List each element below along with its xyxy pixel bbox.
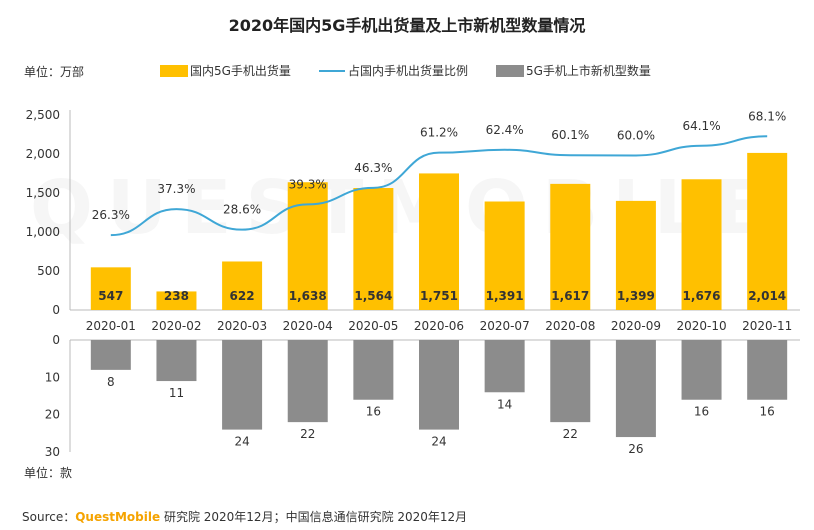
shipment-value-label: 2,014: [748, 289, 786, 303]
x-category-label: 2020-06: [414, 319, 464, 333]
model-count-bar: [615, 340, 656, 438]
model-count-bar: [484, 340, 525, 393]
share-value-label: 46.3%: [354, 161, 392, 175]
source-brand: QuestMobile: [75, 510, 161, 524]
model-count-label: 8: [107, 375, 115, 389]
x-category-label: 2020-09: [611, 319, 661, 333]
chart-title: 2020年国内5G手机出货量及上市新机型数量情况: [228, 16, 586, 35]
shipment-value-label: 547: [98, 289, 123, 303]
model-count-label: 24: [234, 435, 249, 449]
shipment-value-label: 1,751: [420, 289, 458, 303]
shipment-value-label: 1,676: [683, 289, 721, 303]
shipment-bar: [484, 201, 525, 310]
x-category-label: 2020-05: [348, 319, 398, 333]
top-y-tick-label: 0: [52, 303, 60, 317]
top-y-tick-label: 1,000: [26, 225, 60, 239]
source-rest: 研究院 2020年12月；中国信息通信研究院 2020年12月: [160, 510, 468, 524]
shipment-bar: [156, 291, 197, 310]
legend-item-share: 占国内手机出货量比例: [318, 62, 468, 79]
share-value-label: 64.1%: [682, 119, 720, 133]
model-count-bar: [90, 340, 131, 370]
share-value-label: 68.1%: [748, 109, 786, 123]
bottom-y-tick-label: 10: [45, 370, 60, 384]
x-category-label: 2020-04: [283, 319, 333, 333]
model-count-label: 14: [497, 397, 512, 411]
model-count-label: 26: [628, 442, 643, 456]
top-y-tick-label: 500: [37, 264, 60, 278]
model-count-label: 24: [431, 435, 446, 449]
model-count-label: 16: [366, 405, 381, 419]
model-count-label: 16: [694, 405, 709, 419]
shipment-value-label: 1,399: [617, 289, 655, 303]
share-value-label: 37.3%: [157, 182, 195, 196]
x-category-label: 2020-10: [676, 319, 726, 333]
model-count-label: 22: [300, 427, 315, 441]
x-category-label: 2020-02: [151, 319, 201, 333]
shipment-value-label: 1,391: [486, 289, 524, 303]
legend-label-models: 5G手机上市新机型数量: [525, 64, 651, 78]
bottom-unit-label: 单位：款: [24, 466, 73, 480]
shipment-value-label: 1,564: [354, 289, 392, 303]
share-line: [110, 135, 768, 237]
model-count-bar: [681, 340, 722, 400]
model-count-bar: [419, 340, 459, 430]
shipment-bar: [681, 179, 722, 310]
shipment-bar: [222, 261, 263, 310]
model-count-bar: [222, 340, 263, 430]
legend: 国内5G手机出货量 占国内手机出货量比例 5G手机上市新机型数量: [160, 62, 679, 79]
shipment-value-label: 238: [164, 289, 189, 303]
shipment-value-label: 622: [230, 289, 255, 303]
legend-label-shipments: 国内5G手机出货量: [190, 64, 291, 78]
legend-label-share: 占国内手机出货量比例: [347, 64, 468, 78]
x-category-label: 2020-07: [480, 319, 530, 333]
top-y-tick-label: 1,500: [26, 186, 60, 200]
top-y-tick-label: 2,500: [26, 108, 60, 122]
model-count-label: 11: [169, 386, 184, 400]
model-count-bar: [287, 340, 328, 423]
model-count-label: 22: [563, 427, 578, 441]
legend-swatch-share: [318, 69, 345, 72]
shipment-bar: [353, 188, 394, 310]
shipment-bar: [90, 267, 131, 310]
bottom-y-tick-label: 20: [45, 408, 60, 422]
model-count-bar: [353, 340, 394, 400]
share-value-label: 62.4%: [486, 123, 524, 137]
bottom-y-tick-label: 30: [45, 445, 60, 459]
top-y-tick-label: 2,000: [26, 147, 60, 161]
top-unit-label: 单位：万部: [24, 65, 85, 79]
x-category-label: 2020-11: [742, 319, 792, 333]
shipment-bar: [550, 183, 591, 310]
share-value-label: 28.6%: [223, 203, 261, 217]
source-prefix: Source：: [22, 510, 76, 524]
model-count-bar: [550, 340, 591, 423]
share-value-label: 60.1%: [551, 128, 589, 142]
model-count-bar: [747, 340, 788, 400]
share-value-label: 26.3%: [92, 208, 130, 222]
x-category-label: 2020-03: [217, 319, 267, 333]
legend-swatch-models: [495, 64, 524, 77]
x-category-label: 2020-08: [545, 319, 595, 333]
source-note: Source：QuestMobile 研究院 2020年12月；中国信息通信研究…: [22, 508, 467, 525]
share-value-label: 61.2%: [420, 126, 458, 140]
shipment-value-label: 1,617: [551, 289, 589, 303]
legend-item-models: 5G手机上市新机型数量: [495, 62, 651, 79]
legend-swatch-shipments: [160, 64, 188, 77]
share-value-label: 60.0%: [617, 128, 655, 142]
shipment-value-label: 1,638: [289, 289, 327, 303]
model-count-bar: [156, 340, 197, 382]
shipment-bar: [419, 173, 459, 310]
legend-item-shipments: 国内5G手机出货量: [160, 62, 291, 79]
x-category-label: 2020-01: [86, 319, 136, 333]
shipment-bar: [615, 200, 656, 310]
model-count-label: 16: [760, 405, 775, 419]
shipment-bar: [747, 152, 788, 310]
bottom-y-tick-label: 0: [52, 333, 60, 347]
share-value-label: 39.3%: [289, 177, 327, 191]
